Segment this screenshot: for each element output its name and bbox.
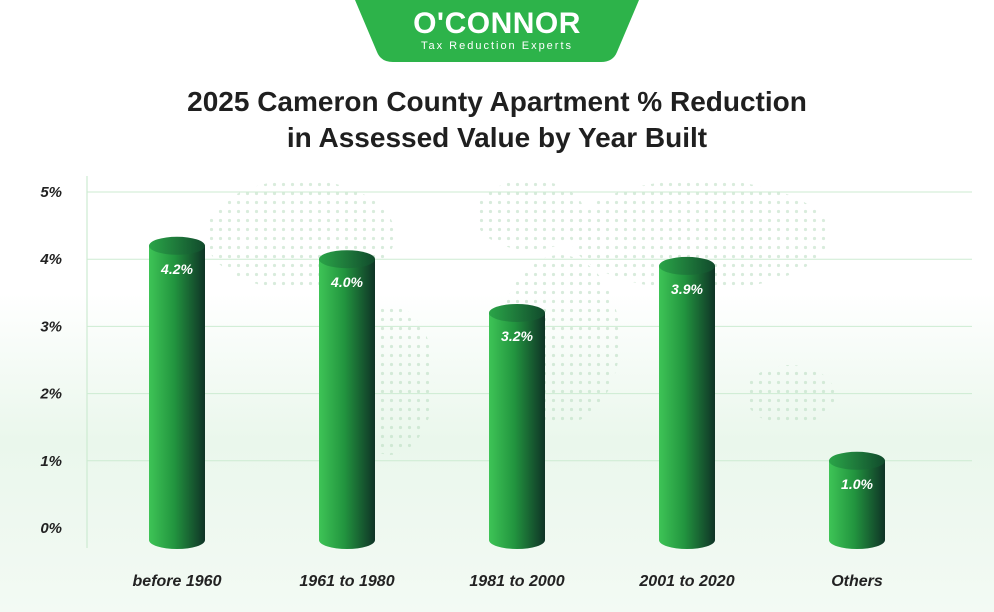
bar-top xyxy=(659,256,715,275)
logo-name: O'CONNOR xyxy=(413,7,581,40)
y-tick-label: 0% xyxy=(40,520,62,537)
bar-body xyxy=(319,259,375,549)
x-tick-label: Others xyxy=(831,573,883,590)
data-label: 3.9% xyxy=(671,281,703,297)
bar xyxy=(659,256,715,549)
x-tick-label: before 1960 xyxy=(133,573,222,590)
data-label: 1.0% xyxy=(841,476,873,492)
chart-title-line-2: in Assessed Value by Year Built xyxy=(286,122,708,153)
bar-top xyxy=(829,451,885,470)
y-tick-label: 5% xyxy=(40,184,62,201)
bar xyxy=(829,451,885,549)
chart-title: 2025 Cameron County Apartment % Reductio… xyxy=(0,84,994,156)
bar-body xyxy=(829,460,885,549)
y-tick-label: 2% xyxy=(39,386,62,403)
logo: O'CONNOR Tax Reduction Experts xyxy=(355,0,639,62)
data-label: 4.0% xyxy=(330,274,363,290)
bar xyxy=(489,303,545,549)
bar xyxy=(319,250,375,549)
bar-body xyxy=(659,265,715,549)
y-axis-ticks: 0% 1% 2% 3% 4% 5% xyxy=(39,184,62,537)
data-label: 4.2% xyxy=(160,261,193,277)
bar-body xyxy=(489,312,545,549)
bar-body xyxy=(149,245,205,549)
bar xyxy=(149,236,205,549)
y-tick-label: 3% xyxy=(40,318,62,335)
y-tick-label: 4% xyxy=(39,251,62,268)
x-tick-label: 1961 to 1980 xyxy=(299,573,394,590)
chart-title-line-1: 2025 Cameron County Apartment % Reductio… xyxy=(187,86,807,117)
x-axis-ticks: before 1960 1961 to 1980 1981 to 2000 2001 … xyxy=(133,573,883,590)
data-label: 3.2% xyxy=(501,328,533,344)
bar-top xyxy=(319,250,375,269)
y-tick-label: 1% xyxy=(40,453,62,470)
bar-top xyxy=(489,303,545,322)
x-tick-label: 1981 to 2000 xyxy=(469,573,564,590)
bars: 4.2% 4.0% 3.2% 3.9% 1.0% xyxy=(149,236,885,549)
bar-top xyxy=(149,236,205,255)
logo-tagline: Tax Reduction Experts xyxy=(420,40,574,52)
x-tick-label: 2001 to 2020 xyxy=(638,573,734,590)
